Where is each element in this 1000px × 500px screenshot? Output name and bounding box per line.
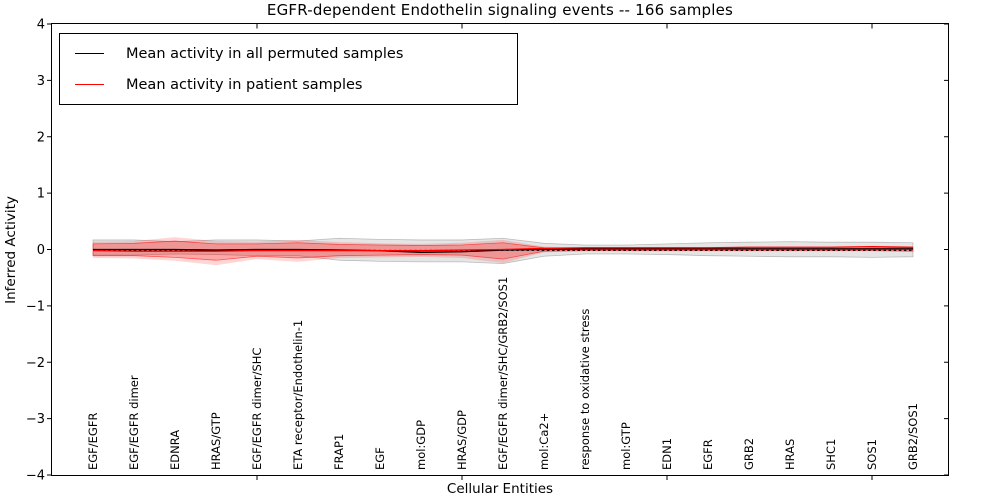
- x-entity-label: EGF/EGFR dimer/SHC/GRB2/SOS1: [496, 277, 510, 470]
- x-entity-label: EDN1: [660, 438, 674, 470]
- x-entity-label: ETA receptor/Endothelin-1: [291, 320, 305, 470]
- y-tick-label: −4: [26, 469, 45, 484]
- y-axis-label: Inferred Activity: [3, 196, 19, 304]
- x-entity-label: HRAS: [783, 439, 797, 470]
- legend-label-patient: Mean activity in patient samples: [126, 76, 363, 93]
- x-entity-label: mol:Ca2+: [537, 413, 551, 470]
- x-entity-label: EDNRA: [168, 430, 182, 470]
- x-entity-label: response to oxidative stress: [578, 309, 592, 470]
- x-entity-label: HRAS/GTP: [209, 412, 223, 470]
- y-tick-labels: 4 3 2 1 0 −1 −2 −3 −4: [26, 18, 45, 484]
- y-tick-label: −2: [26, 356, 45, 371]
- x-entity-label: SHC1: [824, 439, 838, 470]
- permuted-line-swatch: [75, 53, 104, 54]
- legend-item-patient: Mean activity in patient samples: [60, 69, 517, 100]
- x-entity-label: GRB2/SOS1: [906, 403, 920, 470]
- y-tick-label: 0: [37, 243, 45, 258]
- x-axis-label: Cellular Entities: [446, 481, 554, 497]
- y-tick-label: −3: [26, 412, 45, 427]
- y-tick-label: −1: [26, 299, 45, 314]
- x-entity-label: EGF/EGFR: [86, 413, 100, 470]
- chart-title: EGFR-dependent Endothelin signaling even…: [266, 1, 734, 19]
- axis-ticks: [47, 23, 948, 480]
- x-entity-label: EGFR: [701, 439, 715, 470]
- x-entity-label: EGF: [373, 447, 387, 470]
- x-entity-label: EGF/EGFR dimer/SHC: [250, 348, 264, 470]
- x-entity-label: GRB2: [742, 438, 756, 470]
- y-tick-label: 2: [37, 130, 45, 145]
- x-entity-label: mol:GDP: [414, 420, 428, 470]
- y-tick-label: 3: [37, 74, 45, 89]
- patient-line-swatch: [75, 84, 104, 85]
- y-tick-label: 1: [37, 187, 45, 202]
- legend-item-permuted: Mean activity in all permuted samples: [60, 38, 517, 69]
- x-entity-label: EGF/EGFR dimer: [127, 375, 141, 470]
- permuted-std-band: [92, 237, 914, 264]
- y-tick-label: 4: [37, 18, 45, 33]
- legend: Mean activity in all permuted samples Me…: [59, 33, 518, 105]
- x-entity-label: HRAS/GDP: [455, 410, 469, 470]
- x-entity-labels: EGF/EGFR EGF/EGFR dimer EDNRA HRAS/GTP EGF/E…: [86, 277, 920, 470]
- legend-label-permuted: Mean activity in all permuted samples: [126, 45, 404, 62]
- x-entity-label: FRAP1: [332, 434, 346, 470]
- mean-activity-in-patient-samples-line: [92, 246, 914, 252]
- x-entity-label: mol:GTP: [619, 422, 633, 470]
- x-entity-label: SOS1: [865, 439, 879, 470]
